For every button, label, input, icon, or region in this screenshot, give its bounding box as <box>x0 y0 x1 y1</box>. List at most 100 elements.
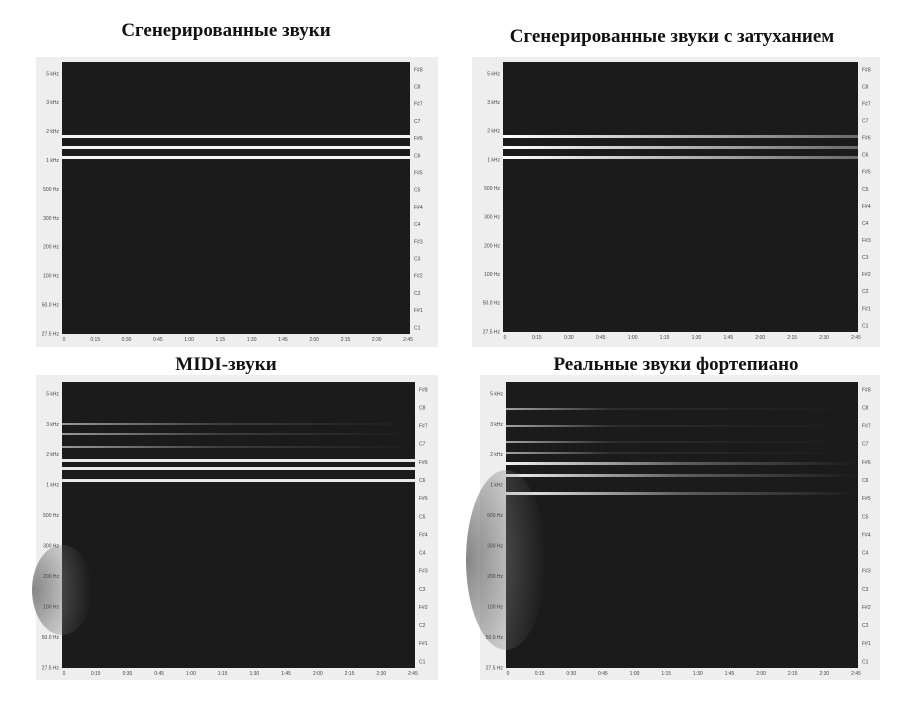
time-label: 2:00 <box>309 337 319 343</box>
note-label: C5 <box>862 514 869 520</box>
frequency-label: 5 kHz <box>46 391 59 397</box>
spectrogram <box>506 382 858 668</box>
note-label: F#5 <box>862 170 871 176</box>
note-label: F#3 <box>414 239 423 245</box>
frequency-label: 500 Hz <box>43 187 59 193</box>
frequency-label: 3 kHz <box>46 422 59 428</box>
frequency-label: 2 kHz <box>490 452 503 458</box>
frequency-label: 500 Hz <box>484 186 500 192</box>
note-label: F#3 <box>862 238 871 244</box>
frequency-label: 27.5 Hz <box>486 665 504 671</box>
frequency-label: 500 Hz <box>43 513 59 519</box>
panel-title: MIDI-звуки <box>175 354 276 375</box>
time-label: 1:00 <box>630 671 640 677</box>
frequency-label: 2 kHz <box>46 129 59 135</box>
time-label: 1:15 <box>660 335 670 341</box>
note-label: C8 <box>419 405 426 411</box>
frequency-label: 200 Hz <box>484 243 500 249</box>
time-label: 1:00 <box>628 335 638 341</box>
note-label: F#8 <box>862 67 871 73</box>
time-label: 2:45 <box>403 337 413 343</box>
note-label: C4 <box>414 222 421 228</box>
time-label: 1:15 <box>218 671 228 677</box>
note-label: F#7 <box>414 102 423 108</box>
note-label: C8 <box>414 85 421 91</box>
note-label: C2 <box>414 291 421 297</box>
time-label: 2:45 <box>408 671 418 677</box>
frequency-label: 200 Hz <box>43 574 59 580</box>
frequency-label: 500 Hz <box>487 513 503 519</box>
panel-title: Сгенерированные звуки с затуханием <box>510 26 835 47</box>
time-label: 2:45 <box>851 671 861 677</box>
time-label: 0:45 <box>596 335 606 341</box>
note-label: F#6 <box>862 460 871 466</box>
note-label: C7 <box>419 442 426 448</box>
time-label: 1:15 <box>215 337 225 343</box>
note-label: C1 <box>862 323 869 329</box>
time-label: 0 <box>507 671 510 677</box>
frequency-label: 1 kHz <box>487 157 500 163</box>
note-label: F#7 <box>419 424 428 430</box>
time-label: 2:45 <box>851 335 861 341</box>
time-label: 1:45 <box>278 337 288 343</box>
time-label: 2:30 <box>819 671 829 677</box>
note-label: C1 <box>419 659 426 665</box>
note-label: F#8 <box>414 67 423 73</box>
note-label: F#5 <box>419 496 428 502</box>
time-label: 0:15 <box>91 671 101 677</box>
note-label: C6 <box>419 478 426 484</box>
note-label: C4 <box>862 551 869 557</box>
frequency-label: 3 kHz <box>490 422 503 428</box>
note-label: C7 <box>862 119 869 125</box>
note-label: F#2 <box>419 605 428 611</box>
note-label: F#7 <box>862 424 871 430</box>
note-label: C4 <box>419 551 426 557</box>
time-label: 2:15 <box>788 671 798 677</box>
time-label: 1:45 <box>281 671 291 677</box>
time-label: 0 <box>63 671 66 677</box>
time-label: 1:30 <box>249 671 259 677</box>
frequency-label: 300 Hz <box>43 216 59 222</box>
note-label: F#2 <box>862 605 871 611</box>
frequency-label: 100 Hz <box>487 604 503 610</box>
frequency-label: 2 kHz <box>46 452 59 458</box>
time-label: 0 <box>63 337 66 343</box>
frequency-label: 50.0 Hz <box>42 635 60 641</box>
harmonic-bands <box>62 135 410 159</box>
frequency-label: 3 kHz <box>487 100 500 106</box>
frequency-label: 50.0 Hz <box>42 302 60 308</box>
frequency-label: 5 kHz <box>490 391 503 397</box>
note-label: F#7 <box>862 101 871 107</box>
note-label: F#5 <box>862 496 871 502</box>
frequency-label: 300 Hz <box>43 544 59 550</box>
note-label: C3 <box>414 257 421 263</box>
time-label: 0:15 <box>90 337 100 343</box>
time-label: 0:30 <box>564 335 574 341</box>
time-label: 0 <box>504 335 507 341</box>
frequency-label: 5 kHz <box>46 71 59 77</box>
time-label: 1:00 <box>184 337 194 343</box>
frequency-label: 1 kHz <box>490 483 503 489</box>
note-label: C7 <box>414 119 421 125</box>
frequency-label: 100 Hz <box>484 272 500 278</box>
note-label: F#5 <box>414 171 423 177</box>
time-label: 2:30 <box>376 671 386 677</box>
note-label: F#3 <box>419 569 428 575</box>
note-label: F#4 <box>414 205 423 211</box>
time-label: 2:15 <box>341 337 351 343</box>
note-label: C2 <box>419 623 426 629</box>
note-label: F#4 <box>862 204 871 210</box>
note-label: C3 <box>862 587 869 593</box>
time-label: 1:30 <box>247 337 257 343</box>
time-label: 2:15 <box>787 335 797 341</box>
note-label: F#4 <box>862 532 871 538</box>
note-label: C8 <box>862 405 869 411</box>
frequency-label: 27.5 Hz <box>483 329 501 335</box>
time-label: 2:15 <box>345 671 355 677</box>
time-label: 2:00 <box>313 671 323 677</box>
note-label: C2 <box>862 289 869 295</box>
time-label: 2:00 <box>755 335 765 341</box>
note-label: F#1 <box>862 641 871 647</box>
time-label: 1:15 <box>661 671 671 677</box>
